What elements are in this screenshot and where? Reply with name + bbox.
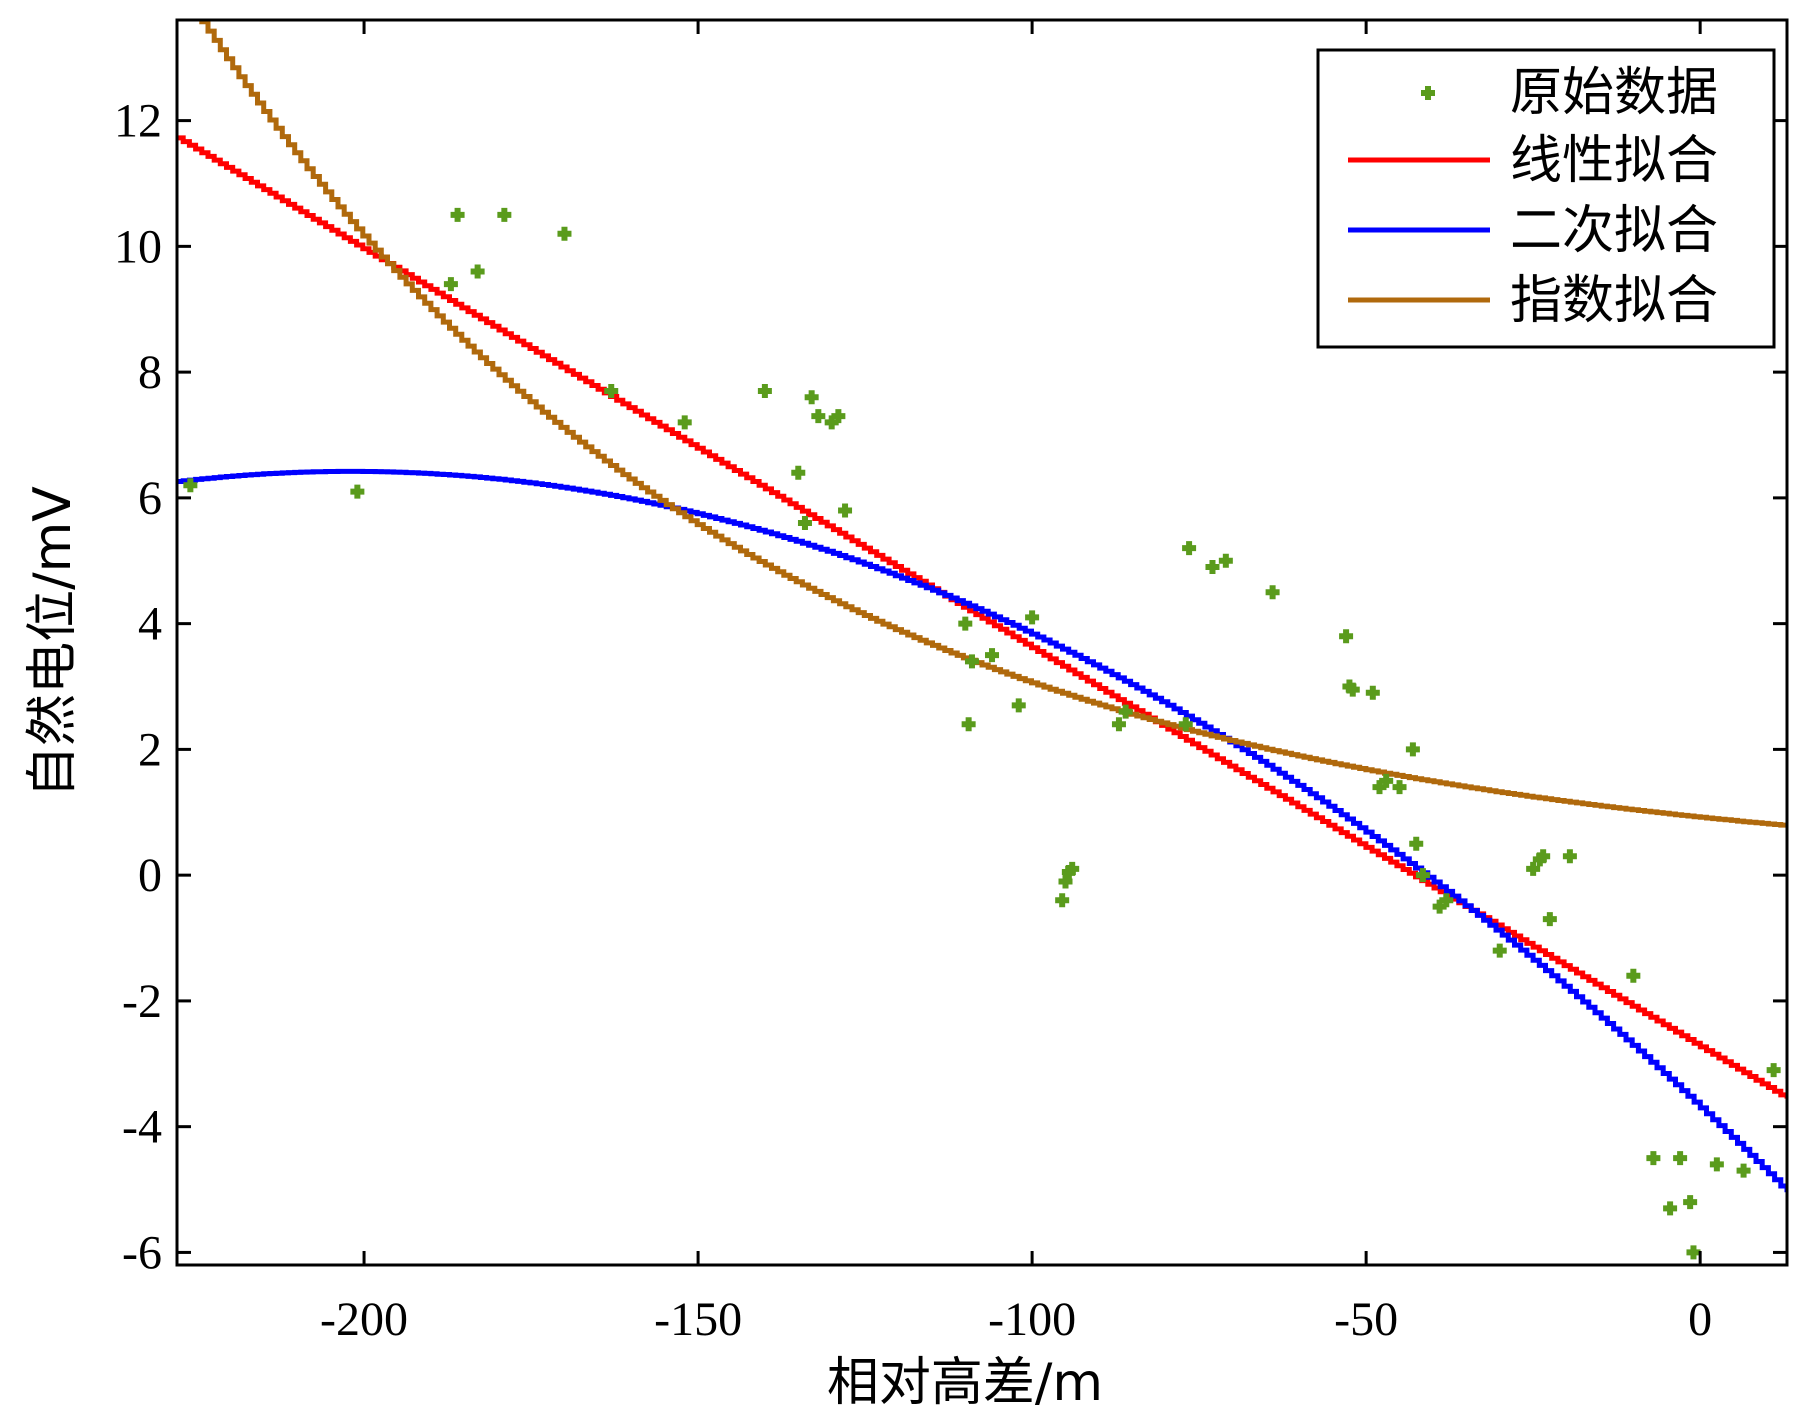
data-point — [1709, 1157, 1724, 1172]
data-point — [985, 648, 1000, 663]
x-tick-label: -200 — [320, 1293, 408, 1346]
data-point — [1345, 682, 1360, 697]
data-point — [1265, 585, 1280, 600]
y-tick-label: 2 — [138, 723, 162, 776]
data-point — [1415, 868, 1430, 883]
x-tick-label: -50 — [1334, 1293, 1398, 1346]
data-point — [1205, 560, 1220, 575]
fit-line-linear — [177, 135, 1787, 1099]
data-point — [838, 503, 853, 518]
y-tick-label: 12 — [114, 95, 162, 148]
y-tick-label: -4 — [122, 1101, 162, 1154]
data-point — [1392, 780, 1407, 795]
data-point — [1118, 704, 1133, 719]
data-point — [1683, 1195, 1698, 1210]
y-axis-title: 自然电位/mV — [23, 486, 83, 798]
y-tick-label: 0 — [138, 849, 162, 902]
data-point — [1492, 943, 1507, 958]
data-point — [1365, 685, 1380, 700]
data-point — [811, 409, 826, 424]
y-tick-label: 8 — [138, 346, 162, 399]
data-point — [958, 616, 973, 631]
legend-label-quadratic: 二次拟合 — [1510, 201, 1718, 261]
x-tick-label: -150 — [654, 1293, 742, 1346]
data-point — [1178, 717, 1193, 732]
data-point — [497, 207, 512, 222]
plot-frame — [175, 18, 1789, 1267]
data-point — [1626, 968, 1641, 983]
data-point — [604, 383, 619, 398]
data-point — [1646, 1151, 1661, 1166]
data-point — [1339, 629, 1354, 644]
data-point — [677, 415, 692, 430]
data-point — [1439, 893, 1454, 908]
data-point — [964, 654, 979, 669]
y-tick-label: -6 — [122, 1226, 162, 1279]
data-point — [1218, 553, 1233, 568]
y-tick-label: 6 — [138, 472, 162, 525]
data-point — [961, 717, 976, 732]
y-tick-label: -2 — [122, 975, 162, 1028]
data-point — [1562, 849, 1577, 864]
x-tick-label: 0 — [1688, 1293, 1712, 1346]
x-axis-title: 相对高差/m — [827, 1353, 1103, 1413]
data-point — [1011, 698, 1026, 713]
data-point — [1409, 836, 1424, 851]
data-point — [1405, 742, 1420, 757]
data-point — [1536, 849, 1551, 864]
data-point — [450, 207, 465, 222]
data-point — [1736, 1163, 1751, 1178]
y-tick-label: 10 — [114, 220, 162, 273]
legend-scatter-marker — [1421, 86, 1435, 100]
data-point — [804, 390, 819, 405]
x-tick-label: -100 — [988, 1293, 1076, 1346]
fit-line-exponential — [199, 20, 1787, 828]
data-point — [1379, 773, 1394, 788]
legend-label-exponential: 指数拟合 — [1510, 271, 1718, 331]
data-point — [1182, 541, 1197, 556]
data-point — [791, 465, 806, 480]
data-point — [1686, 1245, 1701, 1260]
y-tick-label: 4 — [138, 598, 162, 651]
data-point — [831, 409, 846, 424]
data-point — [1542, 912, 1557, 927]
data-point — [1766, 1063, 1781, 1078]
data-point — [757, 383, 772, 398]
data-point — [1673, 1151, 1688, 1166]
legend-label-raw-data: 原始数据 — [1510, 63, 1718, 123]
data-point — [1058, 874, 1073, 889]
data-point — [1526, 861, 1541, 876]
data-point — [1111, 717, 1126, 732]
legend-label-linear: 线性拟合 — [1510, 131, 1718, 191]
data-point — [1025, 610, 1040, 625]
data-point — [350, 484, 365, 499]
data-point — [443, 277, 458, 292]
data-point — [557, 226, 572, 241]
data-point — [470, 264, 485, 279]
legend: 原始数据 线性拟合 二次拟合 指数拟合 — [1316, 48, 1776, 349]
data-point — [1065, 861, 1080, 876]
data-point — [1055, 893, 1070, 908]
data-point — [797, 516, 812, 531]
fit-line-quadratic — [177, 468, 1787, 1193]
data-point — [183, 478, 198, 493]
data-point — [1663, 1201, 1678, 1216]
